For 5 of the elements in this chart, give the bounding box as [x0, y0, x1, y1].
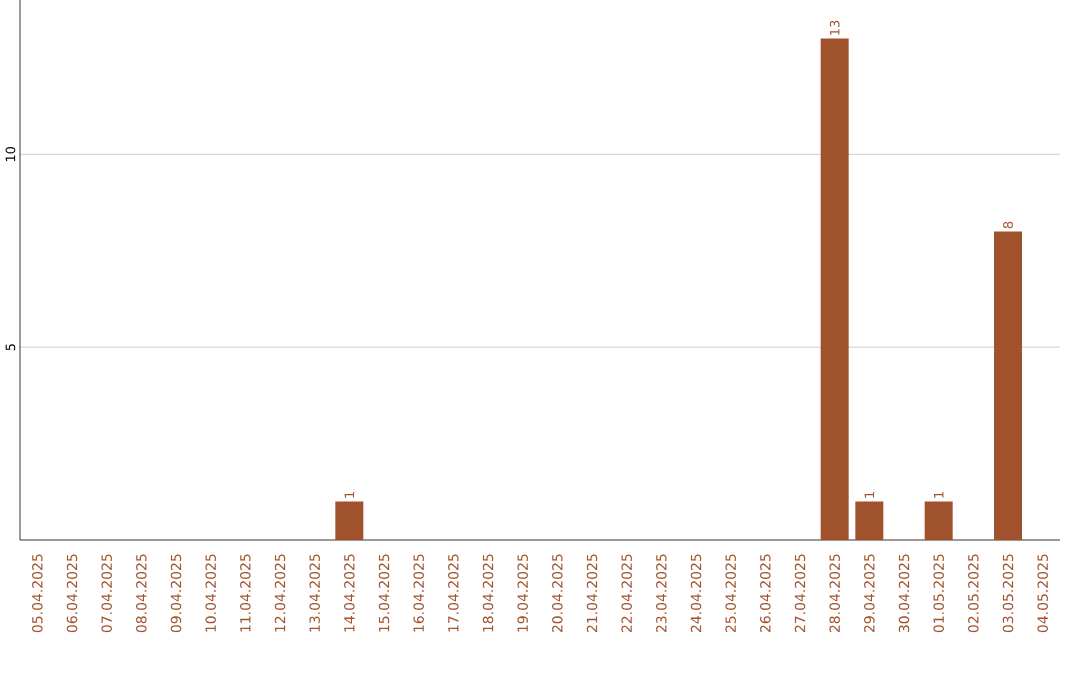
bar	[335, 501, 364, 540]
bar	[820, 38, 849, 540]
bar	[994, 231, 1023, 540]
bar	[855, 501, 884, 540]
bar	[924, 501, 953, 540]
